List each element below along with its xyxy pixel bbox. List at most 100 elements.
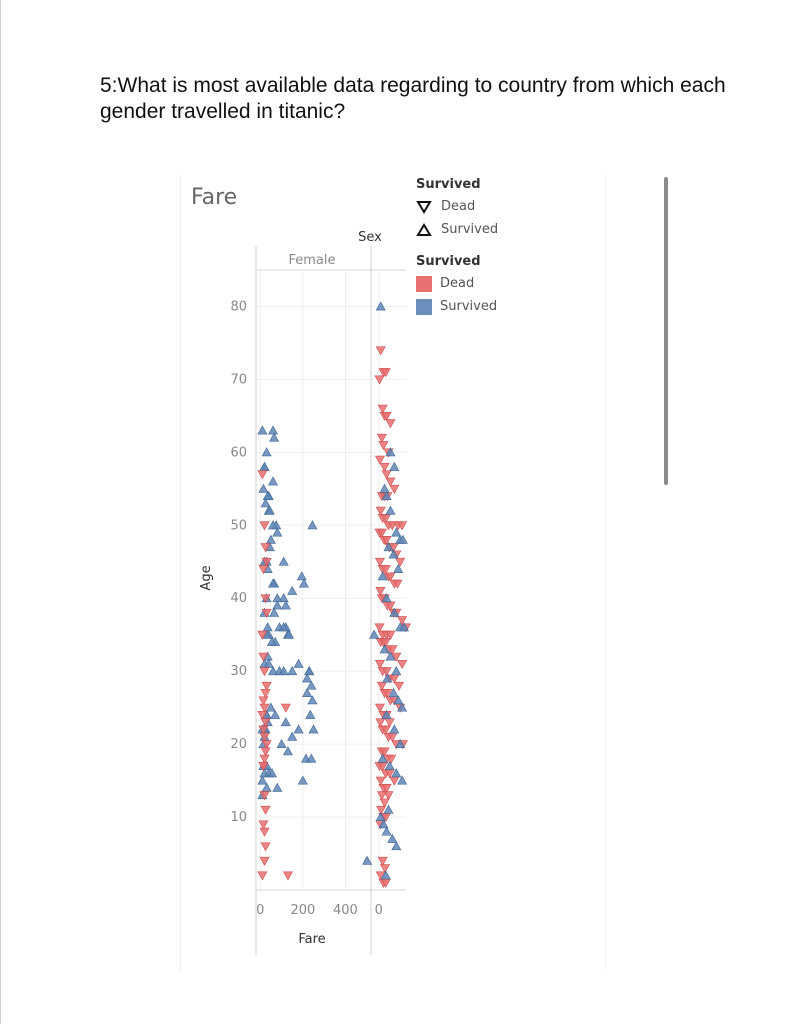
data-point-dead[interactable] — [381, 535, 392, 546]
data-point-survived[interactable] — [296, 571, 307, 581]
data-point-dead[interactable] — [374, 375, 385, 385]
data-point-survived[interactable] — [268, 578, 279, 588]
data-point-dead[interactable] — [380, 368, 391, 378]
data-point-survived[interactable] — [385, 505, 396, 515]
data-point-dead[interactable] — [385, 419, 396, 429]
data-point-dead[interactable] — [376, 528, 387, 538]
data-point-dead[interactable] — [282, 871, 293, 881]
data-point-survived[interactable] — [280, 600, 291, 610]
data-point-dead[interactable] — [382, 689, 393, 699]
data-point-survived[interactable] — [387, 833, 398, 843]
data-point-survived[interactable] — [302, 673, 313, 683]
data-point-survived[interactable] — [375, 811, 386, 821]
data-point-dead[interactable] — [377, 856, 388, 866]
data-point-survived[interactable] — [257, 775, 268, 785]
data-point-survived[interactable] — [262, 622, 273, 632]
data-point-dead[interactable] — [374, 659, 385, 670]
data-point-dead[interactable] — [376, 433, 387, 443]
data-point-survived[interactable] — [278, 666, 289, 676]
data-point-survived[interactable] — [302, 687, 313, 697]
data-point-survived[interactable] — [278, 622, 289, 632]
data-point-survived[interactable] — [384, 760, 395, 770]
data-point-survived[interactable] — [388, 687, 399, 697]
data-point-dead[interactable] — [389, 484, 400, 494]
data-point-dead[interactable] — [380, 638, 391, 648]
legend-item-survived-color[interactable]: Survived — [416, 295, 497, 318]
data-point-dead[interactable] — [397, 659, 408, 670]
data-point-survived[interactable] — [379, 644, 390, 654]
data-point-survived[interactable] — [377, 571, 388, 581]
data-point-survived[interactable] — [278, 556, 289, 566]
data-point-dead[interactable] — [379, 463, 390, 473]
data-point-dead[interactable] — [280, 703, 291, 713]
data-point-dead[interactable] — [257, 470, 268, 480]
data-point-survived[interactable] — [393, 563, 404, 573]
data-point-dead[interactable] — [260, 689, 271, 699]
data-point-survived[interactable] — [378, 819, 389, 829]
data-point-survived[interactable] — [268, 476, 279, 486]
data-point-survived[interactable] — [259, 461, 270, 471]
data-point-survived[interactable] — [298, 578, 309, 588]
data-point-dead[interactable] — [257, 630, 268, 640]
data-point-survived[interactable] — [381, 709, 392, 719]
legend-item-dead-color[interactable]: Dead — [416, 272, 497, 295]
data-point-dead[interactable] — [387, 645, 398, 655]
data-point-dead[interactable] — [260, 718, 271, 728]
data-point-survived[interactable] — [379, 483, 390, 493]
data-point-dead[interactable] — [376, 791, 387, 801]
data-point-survived[interactable] — [265, 702, 276, 712]
data-point-survived[interactable] — [377, 753, 388, 763]
data-point-dead[interactable] — [259, 791, 270, 801]
data-point-dead[interactable] — [377, 404, 388, 414]
data-point-dead[interactable] — [257, 711, 268, 721]
data-point-survived[interactable] — [265, 534, 276, 544]
data-point-dead[interactable] — [257, 871, 268, 881]
data-point-dead[interactable] — [375, 346, 386, 356]
data-point-survived[interactable] — [375, 301, 386, 311]
data-point-survived[interactable] — [369, 629, 380, 639]
data-point-dead[interactable] — [381, 470, 392, 480]
data-point-dead[interactable] — [375, 587, 386, 597]
data-point-dead[interactable] — [381, 411, 392, 422]
data-point-dead[interactable] — [261, 740, 272, 750]
data-point-dead[interactable] — [385, 630, 396, 640]
data-point-dead[interactable] — [375, 506, 386, 516]
data-point-survived[interactable] — [304, 666, 315, 676]
data-point-survived[interactable] — [272, 527, 283, 537]
scrollbar[interactable] — [664, 177, 668, 485]
data-point-dead[interactable] — [381, 667, 392, 677]
data-point-survived[interactable] — [272, 782, 283, 792]
data-point-survived[interactable] — [268, 520, 279, 530]
data-point-dead[interactable] — [259, 827, 270, 837]
data-point-dead[interactable] — [374, 557, 385, 567]
data-point-survived[interactable] — [282, 746, 293, 756]
data-point-survived[interactable] — [266, 768, 277, 778]
data-point-survived[interactable] — [399, 622, 410, 632]
data-point-survived[interactable] — [362, 855, 373, 865]
data-point-survived[interactable] — [393, 695, 404, 705]
data-point-dead[interactable] — [258, 565, 269, 575]
data-point-dead[interactable] — [380, 565, 391, 575]
data-point-dead[interactable] — [258, 652, 269, 662]
data-point-survived[interactable] — [306, 753, 317, 763]
data-point-dead[interactable] — [381, 783, 392, 794]
data-point-survived[interactable] — [308, 724, 319, 734]
data-point-dead[interactable] — [374, 703, 385, 713]
data-point-survived[interactable] — [280, 717, 291, 727]
legend-item-dead-shape[interactable]: Dead — [416, 195, 498, 218]
data-point-dead[interactable] — [374, 455, 385, 465]
data-point-dead[interactable] — [259, 856, 270, 866]
data-point-dead[interactable] — [375, 718, 386, 728]
data-point-dead[interactable] — [259, 521, 270, 531]
data-point-dead[interactable] — [380, 725, 391, 735]
data-point-survived[interactable] — [389, 724, 400, 734]
data-point-survived[interactable] — [381, 490, 392, 501]
data-point-survived[interactable] — [287, 731, 298, 741]
data-point-dead[interactable] — [397, 521, 408, 531]
data-point-survived[interactable] — [269, 607, 280, 617]
data-point-dead[interactable] — [260, 842, 271, 852]
data-point-survived[interactable] — [276, 738, 287, 749]
data-point-dead[interactable] — [260, 805, 271, 815]
data-point-survived[interactable] — [258, 483, 269, 493]
data-point-survived[interactable] — [380, 870, 391, 880]
